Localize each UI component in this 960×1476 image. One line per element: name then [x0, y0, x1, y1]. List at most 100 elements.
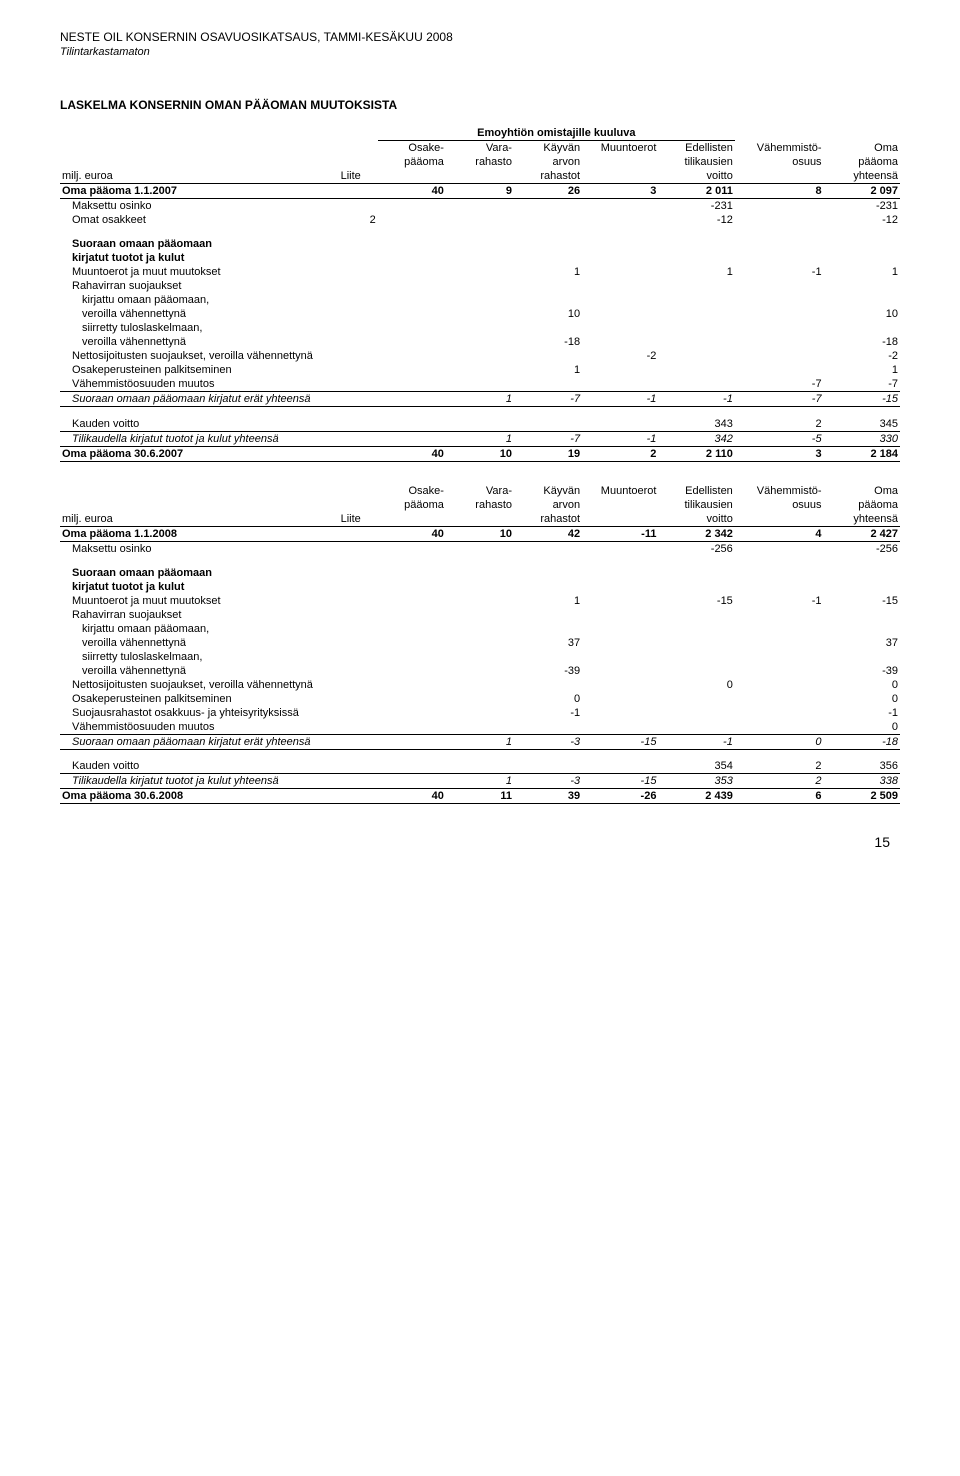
cell: 2 — [735, 774, 824, 789]
col-h: pääoma — [824, 498, 900, 512]
cell: 338 — [824, 774, 900, 789]
row-label: Tilikaudella kirjatut tuotot ja kulut yh… — [60, 431, 339, 446]
cell — [582, 664, 658, 678]
cell: 42 — [514, 526, 582, 541]
cell — [378, 265, 446, 279]
row-label: Nettosijoitusten suojaukset, veroilla vä… — [60, 349, 339, 363]
cell — [582, 759, 658, 774]
col-h: rahastot — [514, 169, 582, 184]
cell: 353 — [658, 774, 734, 789]
cell: 39 — [514, 789, 582, 804]
row-label: siirretty tuloslaskelmaan, — [60, 650, 900, 664]
cell — [735, 213, 824, 227]
cell: -39 — [514, 664, 582, 678]
cell: -3 — [514, 774, 582, 789]
row-label: Osakeperusteinen palkitseminen — [60, 692, 339, 706]
col-h: yhteensä — [824, 169, 900, 184]
col-h: Osake- — [378, 141, 446, 156]
cell — [582, 678, 658, 692]
cell: 10 — [824, 307, 900, 321]
col-h: osuus — [735, 498, 824, 512]
cell: 1 — [446, 431, 514, 446]
cell: 19 — [514, 446, 582, 461]
cell: -1 — [735, 594, 824, 608]
cell — [446, 265, 514, 279]
cell: -12 — [658, 213, 734, 227]
col-h: rahastot — [514, 512, 582, 527]
cell: 2 — [735, 759, 824, 774]
row-label: veroilla vähennettynä — [60, 335, 339, 349]
row-label: Oma pääoma 1.1.2007 — [60, 184, 339, 199]
cell: 1 — [824, 265, 900, 279]
cell — [378, 720, 446, 735]
cell: 2 — [582, 446, 658, 461]
cell — [735, 199, 824, 214]
cell — [582, 363, 658, 377]
cell: -15 — [824, 594, 900, 608]
cell — [582, 213, 658, 227]
cell — [658, 636, 734, 650]
cell — [735, 706, 824, 720]
cell: -18 — [514, 335, 582, 349]
cell — [582, 199, 658, 214]
cell — [378, 541, 446, 556]
cell — [582, 417, 658, 432]
cell: 343 — [658, 417, 734, 432]
cell: 3 — [582, 184, 658, 199]
row-label: milj. euroa — [60, 169, 339, 184]
col-h: tilikausien — [658, 155, 734, 169]
cell — [378, 664, 446, 678]
cell — [446, 706, 514, 720]
cell: -1 — [658, 734, 734, 749]
cell: 2 011 — [658, 184, 734, 199]
cell — [446, 349, 514, 363]
row-label: Suoraan omaan pääomaan kirjatut erät yht… — [60, 734, 339, 749]
cell: 1 — [446, 734, 514, 749]
section-title: LASKELMA KONSERNIN OMAN PÄÄOMAN MUUTOKSI… — [60, 98, 900, 112]
cell — [446, 759, 514, 774]
cell — [378, 417, 446, 432]
col-h: Edellisten — [658, 484, 734, 498]
col-h: Osake- — [378, 484, 446, 498]
row-label: Suojausrahastot osakkuus- ja yhteisyrity… — [60, 706, 339, 720]
row-label: Osakeperusteinen palkitseminen — [60, 363, 339, 377]
cell — [658, 720, 734, 735]
cell: -256 — [658, 541, 734, 556]
cell: 26 — [514, 184, 582, 199]
cell — [446, 594, 514, 608]
cell: 2 — [339, 213, 378, 227]
cell: 40 — [378, 789, 446, 804]
col-h: voitto — [658, 169, 734, 184]
cell: -12 — [824, 213, 900, 227]
cell: -15 — [824, 392, 900, 407]
cell — [446, 678, 514, 692]
col-h: pääoma — [824, 155, 900, 169]
subsection: kirjatut tuotot ja kulut — [60, 251, 900, 265]
cell: -1 — [582, 392, 658, 407]
cell: -7 — [514, 392, 582, 407]
cell: 342 — [658, 431, 734, 446]
col-h: Edellisten — [658, 141, 734, 156]
cell — [378, 307, 446, 321]
cell: -15 — [582, 734, 658, 749]
cell — [446, 692, 514, 706]
cell — [582, 692, 658, 706]
cell: 1 — [514, 265, 582, 279]
cell — [446, 213, 514, 227]
row-label: kirjattu omaan pääomaan, — [60, 293, 900, 307]
cell — [658, 349, 734, 363]
cell — [514, 541, 582, 556]
cell: 1 — [446, 392, 514, 407]
cell: 330 — [824, 431, 900, 446]
cell: -2 — [824, 349, 900, 363]
cell — [378, 199, 446, 214]
cell: 2 439 — [658, 789, 734, 804]
col-h: Vara- — [446, 141, 514, 156]
cell — [446, 720, 514, 735]
page-number: 15 — [60, 834, 900, 850]
cell: -7 — [735, 377, 824, 392]
cell — [582, 706, 658, 720]
cell: -1 — [824, 706, 900, 720]
cell: 1 — [658, 265, 734, 279]
cell: -39 — [824, 664, 900, 678]
